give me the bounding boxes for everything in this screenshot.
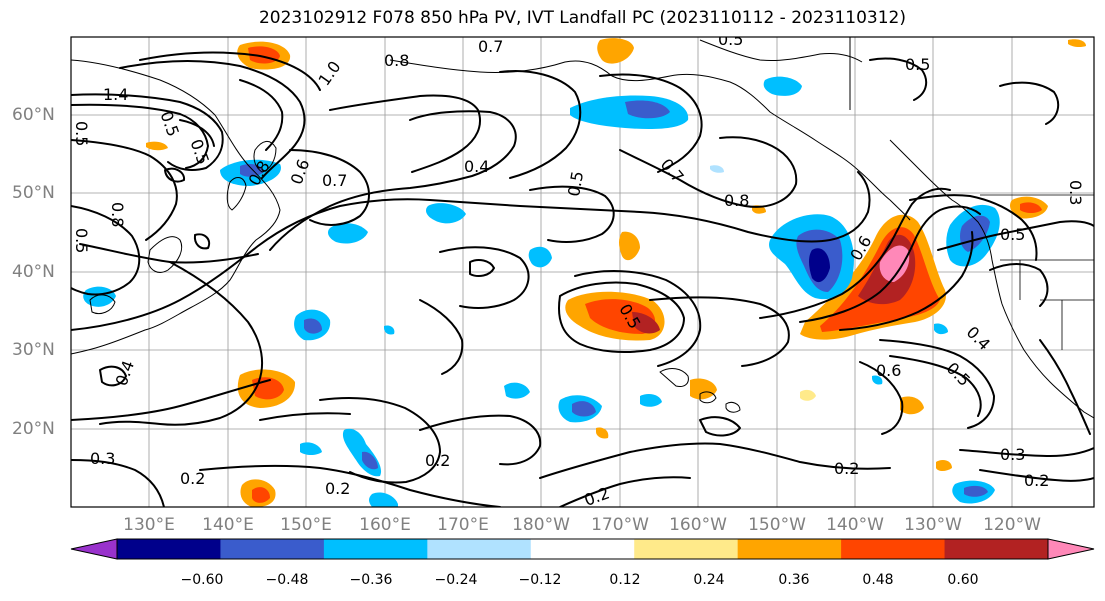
colorbar-swatch [841,539,946,559]
contour-label: 0.2 [1024,471,1049,490]
contour-label: 0.2 [425,451,450,470]
lon-label: 140°E [202,515,254,535]
contour-label: 0.4 [963,323,994,354]
contour-label: 0.5 [72,121,91,146]
colorbar-swatch [220,539,325,559]
contour-label: 0.7 [478,37,503,56]
colorbar-swatch [323,539,428,559]
colorbar-swatch [117,539,221,559]
contour-label: 0.2 [834,459,859,478]
lat-label: 40°N [12,262,55,282]
lat-label: 20°N [12,419,55,439]
contour-label: 0.8 [384,51,409,70]
colorbar-tick: −0.12 [518,572,562,588]
contour-label: 1.0 [314,57,344,89]
contour-label: 0.2 [180,469,205,488]
colorbar-tick: 0.24 [693,572,725,588]
pv-shading [83,38,1086,507]
lon-label: 160°W [669,515,727,535]
colorbar-tick: −0.24 [434,572,478,588]
contour-label: 0.6 [876,361,901,380]
contour-lines [71,51,1094,507]
colorbar-arrow-right [1047,538,1095,560]
colorbar-swatch [634,539,739,559]
lon-label: 170°W [591,515,649,535]
contour-label: 0.5 [718,30,743,49]
colorbar-swatch [427,539,532,559]
colorbar-arrow-left [70,538,118,560]
lon-label: 130°E [123,515,175,535]
contour-label: 0.8 [108,202,127,227]
colorbar-tick: 0.12 [609,572,641,588]
contour-label: 0.2 [325,479,350,498]
contour-label: 0.5 [186,137,213,167]
lat-label: 60°N [12,105,55,125]
colorbar [70,538,1095,560]
contour-label: 0.6 [287,157,314,187]
colorbar-tick: 0.48 [862,572,894,588]
map-title: 2023102912 F078 850 hPa PV, IVT Landfall… [258,8,906,28]
colorbar-tick: −0.36 [349,572,393,588]
lon-label: 170°E [437,515,489,535]
contour-label: 0.7 [322,171,347,190]
colorbar-tick: 0.60 [947,572,979,588]
lon-label: 120°W [983,515,1041,535]
lon-label: 150°E [280,515,332,535]
contour-label: 0.5 [564,170,587,198]
lon-label: 130°W [904,515,962,535]
contour-label: 0.5 [905,55,930,74]
coastlines [71,37,1094,419]
contour-label: 0.4 [112,358,139,388]
contour-label: 0.2 [582,483,612,510]
lat-label: 30°N [12,340,55,360]
lon-label: 180°W [512,515,570,535]
map-frame [70,36,1095,508]
colorbar-tick: 0.36 [778,572,810,588]
contour-label: 0.5 [1000,225,1025,244]
colorbar-tick: −0.60 [180,572,224,588]
contour-label: 0.4 [464,157,489,176]
contour-label: 1.4 [103,85,128,104]
colorbar-swatch [737,539,842,559]
lat-label: 50°N [12,183,55,203]
colorbar-swatch [530,539,635,559]
contour-label: 0.5 [943,359,974,390]
lon-label: 140°W [826,515,884,535]
contour-label: 0.3 [1000,445,1025,464]
contour-label: 0.3 [90,449,115,468]
colorbar-swatch [944,539,1049,559]
colorbar-tick: −0.48 [265,572,309,588]
lon-label: 150°W [748,515,806,535]
contour-label: 0.8 [724,191,749,210]
lon-label: 160°E [359,515,411,535]
contour-label: 0.3 [1066,180,1085,205]
contour-label: 0.5 [72,228,91,253]
